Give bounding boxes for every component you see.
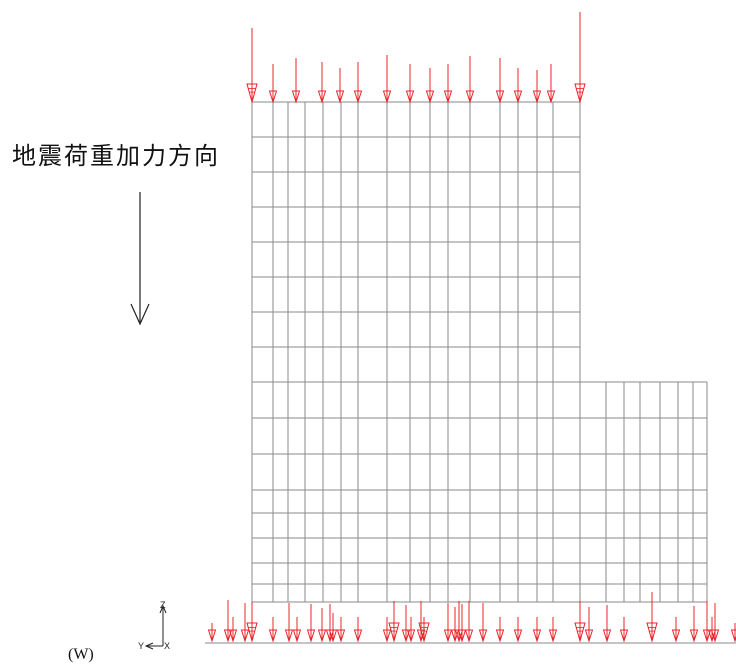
axis-z-label: Z — [160, 600, 166, 610]
load-arrow-icon — [495, 58, 505, 104]
load-arrow-icon — [478, 603, 488, 643]
load-arrow-icon — [574, 601, 586, 643]
load-arrow-icon — [405, 64, 415, 104]
load-arrow-icon — [418, 617, 430, 643]
load-arrow-icon — [532, 617, 542, 643]
load-arrow-icon — [730, 623, 736, 643]
load-arrow-icon — [268, 617, 278, 643]
load-arrow-icon — [382, 617, 392, 643]
load-arrow-icon — [495, 617, 505, 643]
load-arrow-icon — [689, 606, 699, 643]
load-arrow-icon — [443, 603, 453, 643]
load-arrow-icon — [291, 58, 301, 104]
load-arrow-icon — [602, 605, 612, 643]
load-arrow-icon — [335, 68, 345, 104]
load-arrow-icon — [353, 617, 363, 643]
top-load-arrows — [246, 12, 586, 104]
load-arrow-icon — [406, 617, 416, 643]
load-arrow-icon — [425, 68, 435, 104]
load-arrow-icon — [306, 604, 316, 643]
load-arrow-icon — [325, 604, 335, 643]
load-arrow-icon — [443, 64, 453, 104]
load-arrow-icon — [228, 617, 238, 643]
load-arrow-icon — [353, 62, 363, 104]
load-arrow-icon — [464, 601, 474, 643]
load-arrow-icon — [268, 64, 278, 104]
load-arrow-icon — [240, 603, 250, 643]
load-arrow-icon — [207, 623, 217, 643]
load-arrow-icon — [246, 28, 258, 104]
load-arrow-icon — [710, 603, 720, 643]
seismic-direction-arrow — [130, 192, 150, 326]
load-arrow-icon — [284, 603, 294, 643]
seismic-load-direction-label: 地震荷重加力方向 — [12, 142, 220, 170]
frame-grid — [251, 101, 708, 603]
load-arrow-icon — [317, 62, 327, 104]
load-arrow-icon — [574, 12, 586, 104]
load-arrow-icon — [548, 617, 558, 643]
load-arrow-icon — [328, 613, 338, 643]
load-arrow-icon — [546, 64, 556, 104]
load-arrow-icon — [388, 601, 400, 643]
load-arrow-icon — [584, 607, 594, 643]
base-reaction-arrows — [205, 592, 736, 644]
load-arrow-icon — [707, 617, 717, 643]
load-arrow-icon — [382, 55, 392, 104]
load-arrow-icon — [532, 70, 542, 104]
load-arrow-icon — [619, 617, 629, 643]
load-arrow-icon — [513, 68, 523, 104]
load-arrow-icon — [702, 601, 712, 643]
load-arrow-icon — [457, 604, 467, 643]
load-arrow-icon — [465, 56, 475, 104]
load-arrow-icon — [292, 617, 302, 643]
load-arrow-icon — [513, 617, 523, 643]
load-arrow-icon — [671, 617, 681, 643]
load-arrow-icon — [646, 592, 658, 643]
load-arrow-icon — [246, 602, 258, 643]
load-arrow-icon — [336, 617, 346, 643]
load-arrow-icon — [401, 605, 411, 643]
load-arrow-icon — [317, 608, 327, 643]
load-arrow-icon — [223, 600, 233, 643]
axis-x-label: X — [164, 641, 170, 651]
axis-triad-icon: Z Y X — [138, 600, 170, 651]
view-direction-label: (W) — [68, 646, 94, 663]
axis-y-label: Y — [138, 641, 144, 651]
load-arrow-icon — [416, 601, 426, 643]
